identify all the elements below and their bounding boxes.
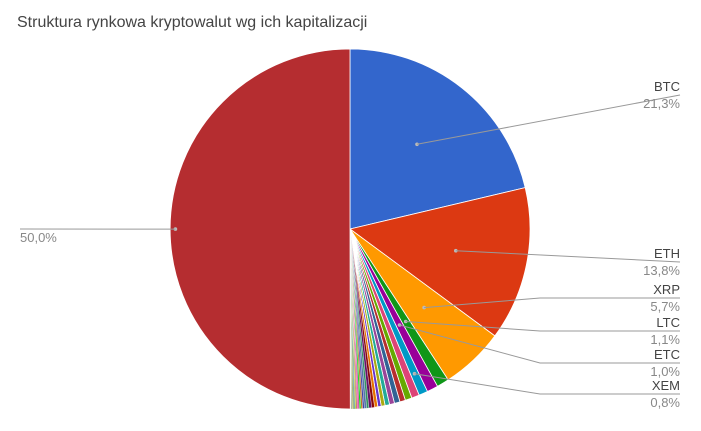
leader-line — [405, 321, 680, 332]
slice-value-etc: 1,0% — [650, 364, 680, 379]
pie-slice-btc[interactable] — [349, 48, 526, 230]
slice-value-btc: 21,3% — [643, 96, 680, 111]
leader-line — [455, 250, 681, 263]
slice-value-xrp: 5,7% — [650, 299, 680, 314]
leader-line — [399, 324, 680, 364]
slice-value-xem: 0,8% — [650, 395, 680, 410]
pie-labels: BTC 21,3% ETH 13,8% XRP 5,7%LTC 1,1%ETC 1,0%XEM… — [19, 79, 681, 410]
slice-value-ltc: 1,1% — [650, 332, 680, 347]
slice-label-ltc: LTC — [656, 315, 680, 330]
slice-label-etc: ETC — [654, 347, 680, 362]
leader-line — [424, 297, 680, 309]
leader-line — [414, 373, 680, 395]
slice-label-xem: XEM — [652, 378, 680, 393]
slice-label-btc: BTC — [654, 79, 680, 94]
slice-label-xrp: XRP — [653, 282, 680, 297]
slice-value-eth: 13,8% — [643, 263, 680, 278]
pie-slices — [169, 48, 531, 410]
pie-slice[interactable] — [169, 48, 351, 410]
chart-title: Struktura rynkowa kryptowalut wg ich kap… — [17, 14, 368, 31]
leader-line — [416, 94, 681, 145]
pie-slice-eth[interactable] — [349, 187, 531, 337]
slice-value-other: 50,0% — [20, 230, 57, 245]
slice-label-eth: ETH — [654, 246, 680, 261]
